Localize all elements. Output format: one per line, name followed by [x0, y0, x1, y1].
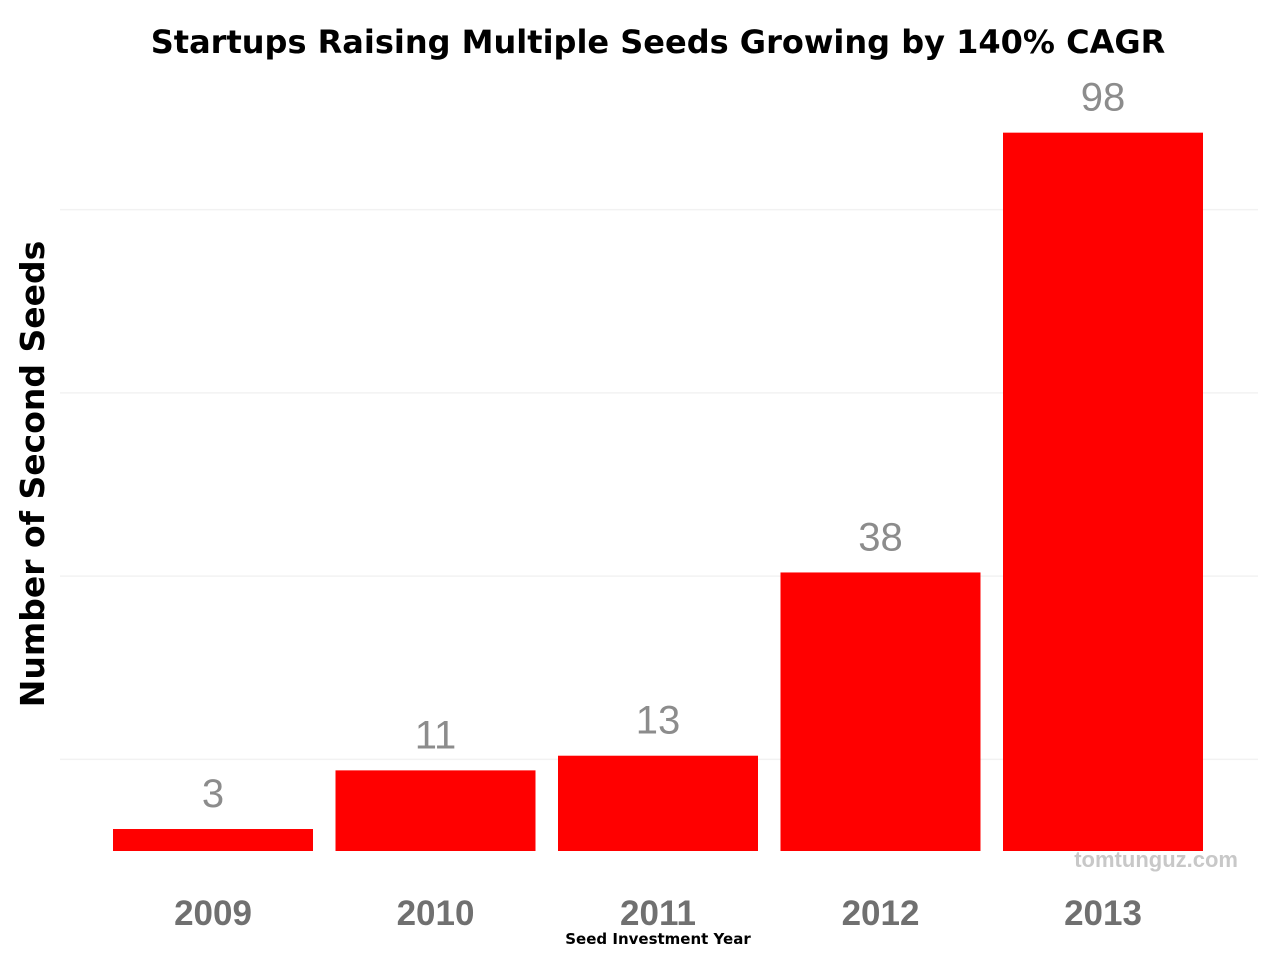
bar-2010 — [335, 770, 536, 851]
bar-2012 — [780, 572, 981, 851]
data-label-2011: 13 — [636, 699, 681, 743]
x-axis-label: Seed Investment Year — [565, 930, 751, 948]
data-label-2013: 98 — [1081, 76, 1126, 120]
x-tick-2012: 2012 — [842, 894, 920, 933]
data-label-2010: 11 — [415, 713, 457, 757]
x-tick-2011: 2011 — [620, 894, 696, 933]
bar-2011 — [558, 755, 758, 851]
watermark: tomtunguz.com — [1074, 847, 1238, 872]
bar-2009 — [113, 829, 313, 851]
x-tick-2010: 2010 — [397, 894, 475, 933]
data-labels: 3 11 13 38 98 — [202, 76, 1125, 816]
x-tick-2009: 2009 — [174, 894, 252, 933]
x-tick-2013: 2013 — [1064, 894, 1142, 933]
data-label-2009: 3 — [202, 772, 224, 816]
x-tick-labels: 2009 2010 2011 2012 2013 — [174, 894, 1142, 933]
y-axis-label: Number of Second Seeds — [13, 241, 52, 708]
data-label-2012: 38 — [858, 515, 903, 559]
bar-2013 — [1003, 132, 1203, 851]
chart-title: Startups Raising Multiple Seeds Growing … — [151, 23, 1166, 61]
bars — [113, 132, 1203, 851]
